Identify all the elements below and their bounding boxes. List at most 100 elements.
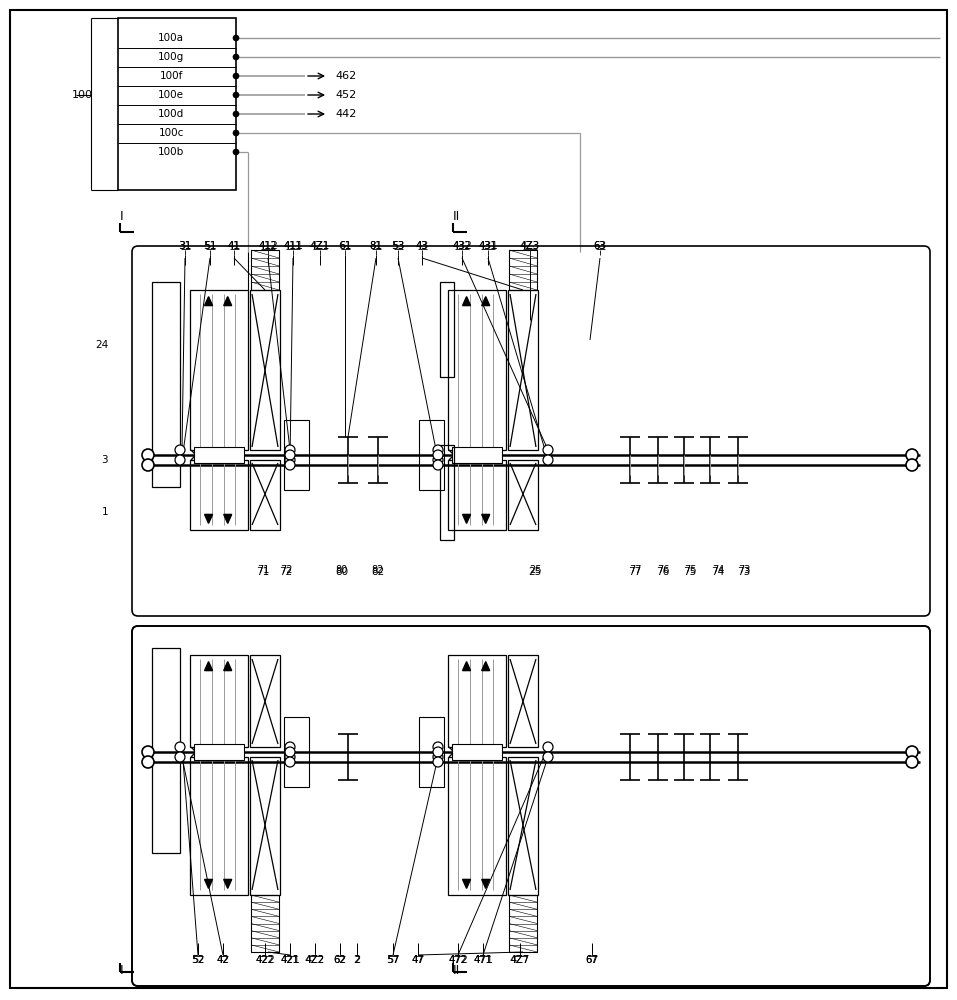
Text: 100b: 100b: [158, 147, 185, 157]
Text: 53: 53: [391, 241, 404, 251]
Text: 25: 25: [528, 567, 542, 577]
Bar: [419, 420, 444, 490]
Circle shape: [233, 130, 239, 136]
Text: 4Z1: 4Z1: [311, 241, 329, 251]
Text: 47: 47: [412, 955, 424, 965]
Circle shape: [906, 756, 918, 768]
Bar: [250, 757, 280, 895]
Text: 67: 67: [586, 955, 598, 965]
Text: 471: 471: [473, 955, 493, 965]
Text: 31: 31: [178, 241, 191, 251]
Circle shape: [285, 450, 295, 460]
Polygon shape: [462, 297, 471, 306]
Circle shape: [175, 445, 185, 455]
Text: 72: 72: [279, 565, 292, 575]
Text: 67: 67: [586, 955, 599, 965]
Text: 71: 71: [256, 567, 270, 577]
Bar: [118, 18, 236, 190]
Text: 80: 80: [336, 565, 348, 575]
Text: 80: 80: [336, 567, 348, 577]
Text: 100f: 100f: [160, 71, 183, 81]
Bar: [251, 895, 279, 952]
Text: 100g: 100g: [158, 52, 185, 62]
Text: 42: 42: [217, 955, 229, 965]
Text: 42: 42: [216, 955, 230, 965]
Text: I: I: [120, 210, 123, 223]
Circle shape: [543, 445, 553, 455]
Text: 100a: 100a: [158, 33, 184, 43]
Text: 76: 76: [657, 567, 670, 577]
Text: 471: 471: [474, 955, 492, 965]
Bar: [419, 717, 444, 787]
Circle shape: [433, 445, 443, 455]
Text: 81: 81: [369, 241, 383, 251]
Bar: [448, 655, 506, 747]
Bar: [250, 460, 280, 530]
Text: 51: 51: [204, 241, 216, 251]
Bar: [452, 447, 502, 463]
Bar: [194, 447, 244, 463]
Text: 4Z1: 4Z1: [310, 241, 330, 251]
Circle shape: [433, 460, 443, 470]
Circle shape: [233, 54, 239, 60]
Text: 431: 431: [478, 241, 498, 251]
Text: 411: 411: [283, 241, 303, 251]
Bar: [190, 757, 248, 895]
Circle shape: [175, 742, 185, 752]
Circle shape: [233, 149, 239, 155]
Circle shape: [433, 752, 443, 762]
Text: 75: 75: [683, 567, 697, 577]
Circle shape: [285, 757, 295, 767]
Text: 3: 3: [101, 455, 108, 465]
Polygon shape: [481, 879, 490, 888]
Text: 73: 73: [738, 565, 750, 575]
Polygon shape: [462, 879, 471, 888]
Polygon shape: [462, 514, 471, 523]
Bar: [508, 460, 538, 530]
Circle shape: [285, 445, 295, 455]
Text: 57: 57: [387, 955, 400, 965]
Text: 74: 74: [712, 565, 724, 575]
Polygon shape: [224, 879, 232, 888]
Bar: [250, 655, 280, 747]
Circle shape: [433, 742, 443, 752]
Circle shape: [543, 455, 553, 465]
Polygon shape: [224, 514, 232, 523]
Text: 421: 421: [280, 955, 300, 965]
Circle shape: [233, 111, 239, 117]
Text: 61: 61: [339, 241, 351, 251]
Circle shape: [175, 752, 185, 762]
Text: 462: 462: [335, 71, 356, 81]
Circle shape: [285, 752, 295, 762]
Text: 100: 100: [72, 90, 93, 100]
Text: I: I: [120, 964, 123, 976]
Bar: [508, 655, 538, 747]
Text: 422: 422: [256, 955, 275, 965]
Bar: [508, 290, 538, 450]
Circle shape: [543, 752, 553, 762]
Circle shape: [433, 455, 443, 465]
Polygon shape: [462, 662, 471, 671]
Circle shape: [175, 455, 185, 465]
Text: 422: 422: [256, 955, 275, 965]
Bar: [250, 290, 280, 450]
Text: 82: 82: [372, 565, 384, 575]
Bar: [194, 744, 244, 760]
Text: 421: 421: [280, 955, 300, 965]
Bar: [251, 250, 279, 290]
Text: 100d: 100d: [158, 109, 185, 119]
Text: 4Z3: 4Z3: [521, 241, 540, 251]
Polygon shape: [481, 514, 490, 523]
Text: 63: 63: [593, 241, 607, 251]
Text: 63: 63: [594, 241, 606, 251]
Polygon shape: [224, 662, 232, 671]
Circle shape: [543, 742, 553, 752]
Bar: [448, 290, 506, 450]
Text: 52: 52: [191, 955, 204, 965]
Circle shape: [433, 757, 443, 767]
Text: 1: 1: [101, 507, 108, 517]
Text: 100e: 100e: [158, 90, 184, 100]
Circle shape: [285, 455, 295, 465]
Text: 53: 53: [391, 241, 405, 251]
Text: 75: 75: [683, 565, 697, 575]
